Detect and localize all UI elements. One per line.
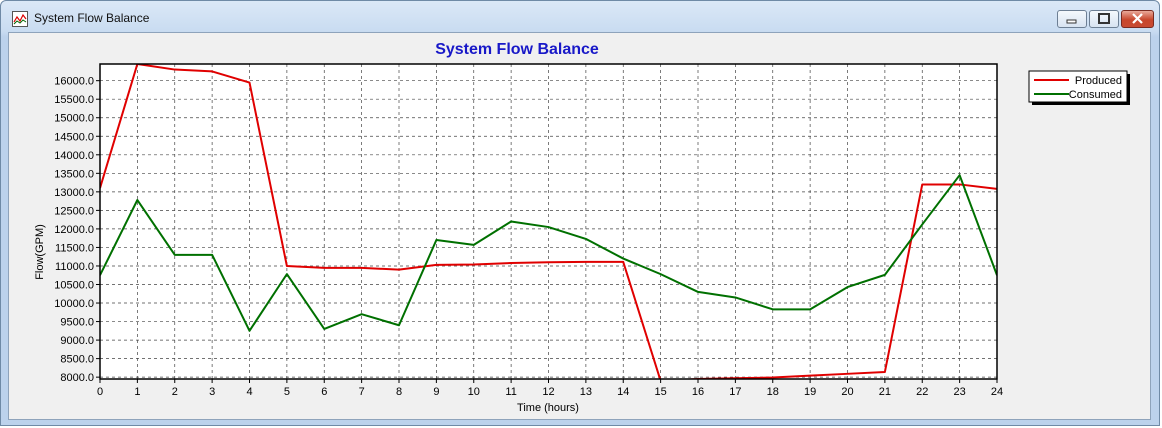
y-tick-label: 8500.0 [60,354,94,366]
y-tick-label: 12000.0 [54,224,94,236]
y-tick-label: 14500.0 [54,131,94,143]
legend-label-consumed: Consumed [1069,89,1122,101]
maximize-button[interactable] [1089,10,1119,28]
series-line-produced [100,64,997,379]
y-tick-label: 11500.0 [55,242,94,254]
x-tick-label: 2 [172,386,178,398]
maximize-icon [1098,13,1110,24]
x-tick-label: 17 [729,386,741,398]
x-tick-label: 18 [767,386,779,398]
y-tick-label: 13500.0 [54,168,94,180]
x-tick-label: 4 [246,386,252,398]
x-tick-label: 22 [916,386,928,398]
close-icon [1132,13,1143,24]
y-tick-label: 9000.0 [60,335,94,347]
x-tick-label: 9 [433,386,439,398]
y-tick-label: 15500.0 [54,94,94,106]
x-tick-label: 13 [580,386,592,398]
y-tick-label: 16000.0 [54,76,94,88]
x-tick-label: 24 [991,386,1003,398]
minimize-button[interactable] [1057,10,1087,28]
x-tick-label: 16 [692,386,704,398]
chart-app-icon [12,11,28,27]
x-tick-label: 8 [396,386,402,398]
x-tick-label: 20 [841,386,853,398]
y-tick-label: 13000.0 [54,187,94,199]
minimize-icon [1066,19,1077,24]
y-tick-label: 14000.0 [54,150,94,162]
legend-box [1028,70,1128,103]
series-line-consumed [100,174,997,332]
flow-balance-chart: System Flow Balance Flow(GPM) Time (hour… [34,41,1130,414]
y-tick-label: 9500.0 [60,317,94,329]
title-bar: System Flow Balance [1,1,1159,35]
x-tick-label: 10 [468,386,480,398]
y-tick-label: 10000.0 [54,298,94,310]
x-tick-label: 1 [134,386,140,398]
window-title: System Flow Balance [34,11,150,25]
x-tick-label: 23 [954,386,966,398]
x-tick-label: 15 [655,386,667,398]
chart-title: System Flow Balance [435,41,599,58]
y-axis-label: Flow(GPM) [34,224,46,280]
x-tick-label: 11 [505,386,516,398]
x-tick-label: 7 [359,386,365,398]
chart-panel: System Flow Balance Flow(GPM) Time (hour… [8,32,1151,420]
legend-label-produced: Produced [1075,75,1122,87]
y-tick-label: 10500.0 [54,280,94,292]
x-tick-label: 19 [804,386,816,398]
y-tick-label: 8000.0 [60,372,94,384]
close-button[interactable] [1121,10,1154,28]
x-tick-label: 21 [879,386,891,398]
x-tick-label: 6 [321,386,327,398]
y-tick-label: 12500.0 [54,205,94,217]
chart-legend: Produced Consumed [1028,70,1130,105]
x-tick-label: 14 [617,386,629,398]
x-axis-label: Time (hours) [517,402,579,414]
x-tick-label: 12 [542,386,554,398]
y-tick-label: 15000.0 [54,113,94,125]
series-group [100,64,997,379]
x-tick-label: 3 [209,386,215,398]
plot-frame [99,63,998,380]
x-tick-label: 5 [284,386,290,398]
x-tick-label: 0 [97,386,103,398]
y-tick-label: 11000.0 [55,261,94,273]
